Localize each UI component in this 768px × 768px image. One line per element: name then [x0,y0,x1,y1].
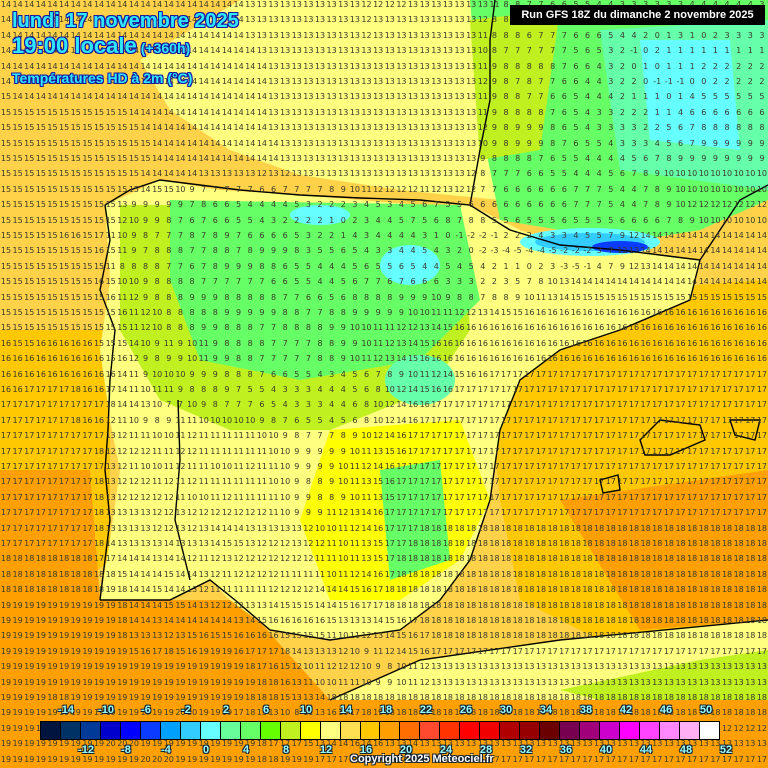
color-scale-cell [200,722,221,739]
color-scale-label: 18 [379,704,393,716]
color-scale-label: 12 [319,744,333,756]
color-scale-label: 16 [359,744,373,756]
color-scale-cell [100,722,121,739]
color-scale-cell [41,722,61,739]
color-scale-cell [180,722,201,739]
color-scale-label: 2 [222,704,230,716]
color-scale-cell [340,722,361,739]
color-scale-label: 0 [202,744,210,756]
color-scale-label: 30 [499,704,513,716]
color-scale-cell [680,722,700,739]
color-scale-label: 28 [479,744,493,756]
color-scale-cell [300,722,321,739]
color-scale-cell [140,722,161,739]
run-label: Run GFS 18Z du dimanche 2 novembre 2025 [510,5,765,25]
color-scale-label: -4 [161,744,171,756]
color-scale-cell [260,722,281,739]
color-scale-label: 48 [679,744,693,756]
color-scale-label: 38 [579,704,593,716]
color-scale-cell [320,722,341,739]
color-scale-cell [460,722,481,739]
color-scale-bar [40,721,720,740]
color-scale-label: 14 [339,704,353,716]
color-scale-label: 24 [439,744,453,756]
color-scale-label: 40 [599,744,613,756]
color-scale-cell [580,722,601,739]
color-scale-cell [500,722,521,739]
color-scale-cell [480,722,501,739]
color-scale-label: 6 [262,704,270,716]
color-scale-label: 42 [619,704,633,716]
color-scale-cell [699,722,719,739]
color-scale-cell [640,722,661,739]
copyright: Copyright 2025 Meteociel.fr [350,753,494,765]
color-scale-label: 22 [419,704,433,716]
color-scale-label: 34 [539,704,553,716]
color-scale-label: -8 [121,744,131,756]
color-scale-label: 32 [519,744,533,756]
color-scale-cell [440,722,461,739]
color-scale-cell [420,722,441,739]
color-scale-label: -2 [181,704,191,716]
color-scale-cell [220,722,241,739]
color-scale-cell [520,722,541,739]
color-scale-label: -10 [98,704,114,716]
color-scale-cell [540,722,561,739]
color-scale-label: 50 [699,704,713,716]
color-scale-label: -6 [141,704,151,716]
color-scale-label: 36 [559,744,573,756]
color-scale-cell [360,722,381,739]
color-scale-label: 8 [282,744,290,756]
color-scale-cell [560,722,581,739]
color-scale-label: 44 [639,744,653,756]
color-scale-label: -12 [78,744,94,756]
color-scale-label: -14 [58,704,74,716]
forecast-time: 19:00 locale (+360h) [12,33,190,59]
color-scale-label: 26 [459,704,473,716]
color-scale-label: 52 [719,744,733,756]
color-scale-label: 20 [399,744,413,756]
color-scale-label: 46 [659,704,673,716]
color-scale-label: 4 [242,744,250,756]
color-scale-cell [620,722,641,739]
forecast-date: lundi 17 novembre 2025 [12,10,239,32]
color-scale-cell [80,722,101,739]
color-scale-cell [160,722,181,739]
color-scale-cell [60,722,81,739]
color-scale-cell [280,722,301,739]
color-scale-cell [120,722,141,739]
color-scale-label: 10 [299,704,313,716]
color-scale-cell [380,722,401,739]
parameter-title: Températures HD à 2m (°C) [12,70,193,86]
forecast-offset: (+360h) [140,40,191,56]
color-scale-cell [660,722,680,739]
color-scale-cell [400,722,421,739]
color-scale-cell [240,722,261,739]
color-scale-cell [600,722,621,739]
forecast-time-label: 19:00 locale [12,33,137,58]
